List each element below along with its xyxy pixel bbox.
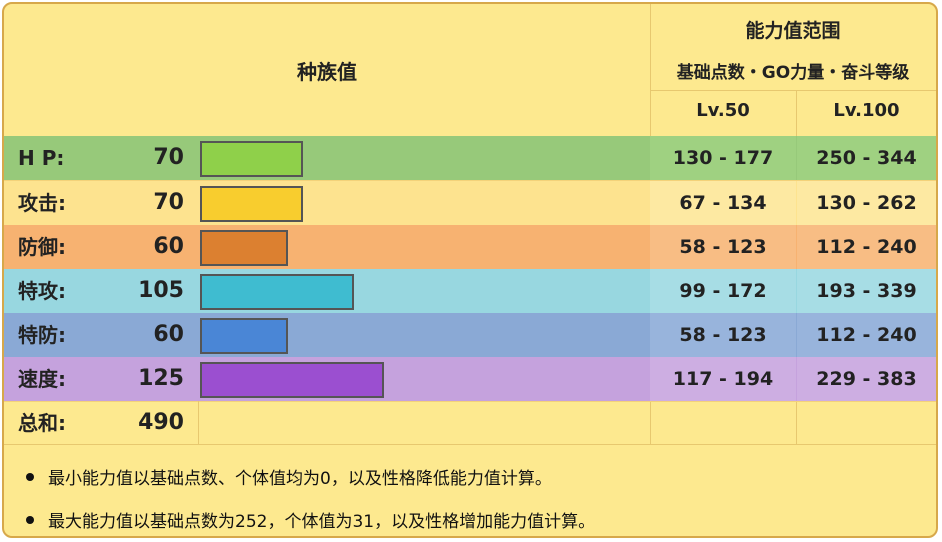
- stat-value: 105: [138, 278, 184, 303]
- range-cell-bg: [797, 181, 936, 225]
- note-min: 最小能力值以基础点数、个体值均为0，以及性格降低能力值计算。: [26, 464, 552, 489]
- stat-value: 125: [138, 366, 184, 391]
- stat-row-spa: 特攻: 105 99 - 172 193 - 339: [4, 269, 936, 313]
- range-subtitle: 基础点数・GO力量・奋斗等级: [676, 63, 910, 83]
- range-lv100: 112 - 240: [816, 236, 917, 258]
- bullet-icon: [26, 516, 34, 524]
- bullet-icon: [26, 473, 34, 481]
- range-lv50: 58 - 123: [679, 324, 767, 346]
- range-lv50: 130 - 177: [672, 147, 774, 169]
- range-lv50: 67 - 134: [679, 192, 767, 214]
- range-lv100: 250 - 344: [816, 147, 917, 169]
- range-cell-bg: [650, 136, 796, 180]
- range-cell-bg: [797, 136, 936, 180]
- stat-value: 70: [153, 145, 184, 170]
- stat-label: 特防:: [18, 323, 66, 347]
- stat-bar: [200, 362, 384, 398]
- range-lv100: 229 - 383: [816, 368, 917, 390]
- stat-bar: [200, 274, 354, 310]
- stat-value: 60: [153, 322, 184, 347]
- range-cell-bg: [797, 357, 936, 401]
- range-cell-bg: [797, 269, 936, 313]
- total-value: 490: [138, 410, 184, 435]
- stat-bar: [200, 141, 303, 177]
- range-lv50: 58 - 123: [679, 236, 767, 258]
- total-row: 总和: 490: [4, 401, 936, 445]
- stat-bar: [200, 186, 303, 222]
- range-lv50: 117 - 194: [672, 368, 774, 390]
- stat-label: 速度:: [18, 367, 66, 391]
- stat-row-def: 防御: 60 58 - 123 112 - 240: [4, 225, 936, 269]
- range-lv100: 112 - 240: [816, 324, 917, 346]
- stat-row-spd: 特防: 60 58 - 123 112 - 240: [4, 313, 936, 357]
- stat-value: 70: [153, 190, 184, 215]
- stat-label: H P:: [18, 146, 65, 170]
- lv100-header: Lv.100: [833, 100, 900, 121]
- range-lv100: 193 - 339: [816, 280, 917, 302]
- stat-bar: [200, 230, 288, 266]
- note-max: 最大能力值以基础点数为252，个体值为31，以及性格增加能力值计算。: [26, 507, 595, 532]
- stat-row-spe: 速度: 125 117 - 194 229 - 383: [4, 357, 936, 401]
- range-cell-bg: [797, 313, 936, 357]
- range-cell-bg: [650, 269, 796, 313]
- lv50-header: Lv.50: [696, 100, 750, 121]
- range-cell-bg: [650, 181, 796, 225]
- range-cell-bg: [650, 357, 796, 401]
- stat-bar: [200, 318, 288, 354]
- stat-row-atk: 攻击: 70 67 - 134 130 - 262: [4, 181, 936, 225]
- total-label: 总和:: [18, 411, 66, 435]
- stat-value: 60: [153, 234, 184, 259]
- stat-label: 防御:: [18, 235, 66, 259]
- stat-label: 攻击:: [18, 191, 66, 215]
- range-title: 能力值范围: [745, 20, 841, 42]
- base-stats-title: 种族值: [297, 60, 357, 84]
- range-cell-bg: [650, 313, 796, 357]
- range-cell-bg: [650, 225, 796, 269]
- range-lv50: 99 - 172: [679, 280, 767, 302]
- stat-label: 特攻:: [18, 279, 66, 303]
- range-cell-bg: [797, 225, 936, 269]
- stat-row-hp: H P: 70 130 - 177 250 - 344: [4, 136, 936, 180]
- range-lv100: 130 - 262: [816, 192, 917, 214]
